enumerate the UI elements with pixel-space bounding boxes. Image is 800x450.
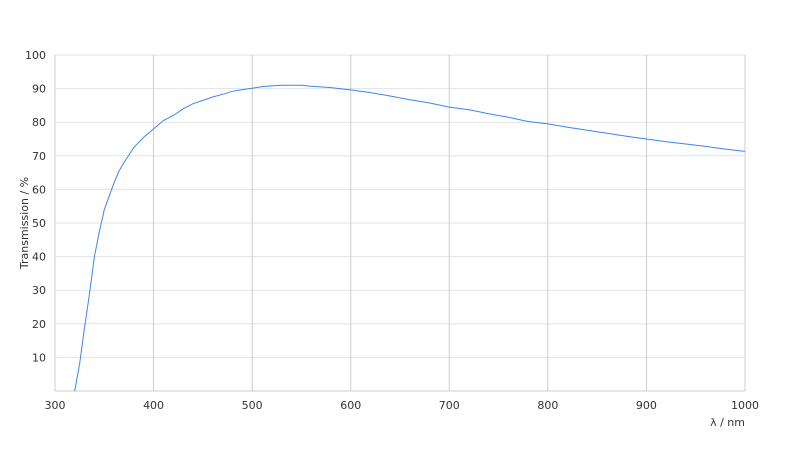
y-tick-label: 20 <box>32 318 46 331</box>
y-tick-label: 100 <box>25 49 46 62</box>
x-tick-label: 400 <box>143 399 164 412</box>
y-tick-label: 50 <box>32 217 46 230</box>
x-tick-label: 500 <box>242 399 263 412</box>
x-tick-label: 700 <box>439 399 460 412</box>
grid <box>54 54 746 392</box>
series-line <box>74 84 746 392</box>
x-tick-label: 900 <box>636 399 657 412</box>
y-tick-label: 40 <box>32 251 46 264</box>
x-tick-label: 1000 <box>731 399 759 412</box>
y-tick-label: 30 <box>32 284 46 297</box>
x-axis-label: λ / nm <box>710 416 745 429</box>
x-tick-label: 600 <box>340 399 361 412</box>
x-tick-label: 300 <box>45 399 66 412</box>
x-tick-label: 800 <box>537 399 558 412</box>
y-tick-label: 70 <box>32 150 46 163</box>
y-tick-label: 60 <box>32 183 46 196</box>
y-axis-label: Transmission / % <box>18 177 31 270</box>
y-tick-label: 90 <box>32 83 46 96</box>
y-tick-label: 80 <box>32 116 46 129</box>
y-tick-label: 10 <box>32 351 46 364</box>
tick-labels: 10 20 30 40 50 60 70 80 90 100 300 400 500 600 700 800 9… <box>25 49 759 412</box>
